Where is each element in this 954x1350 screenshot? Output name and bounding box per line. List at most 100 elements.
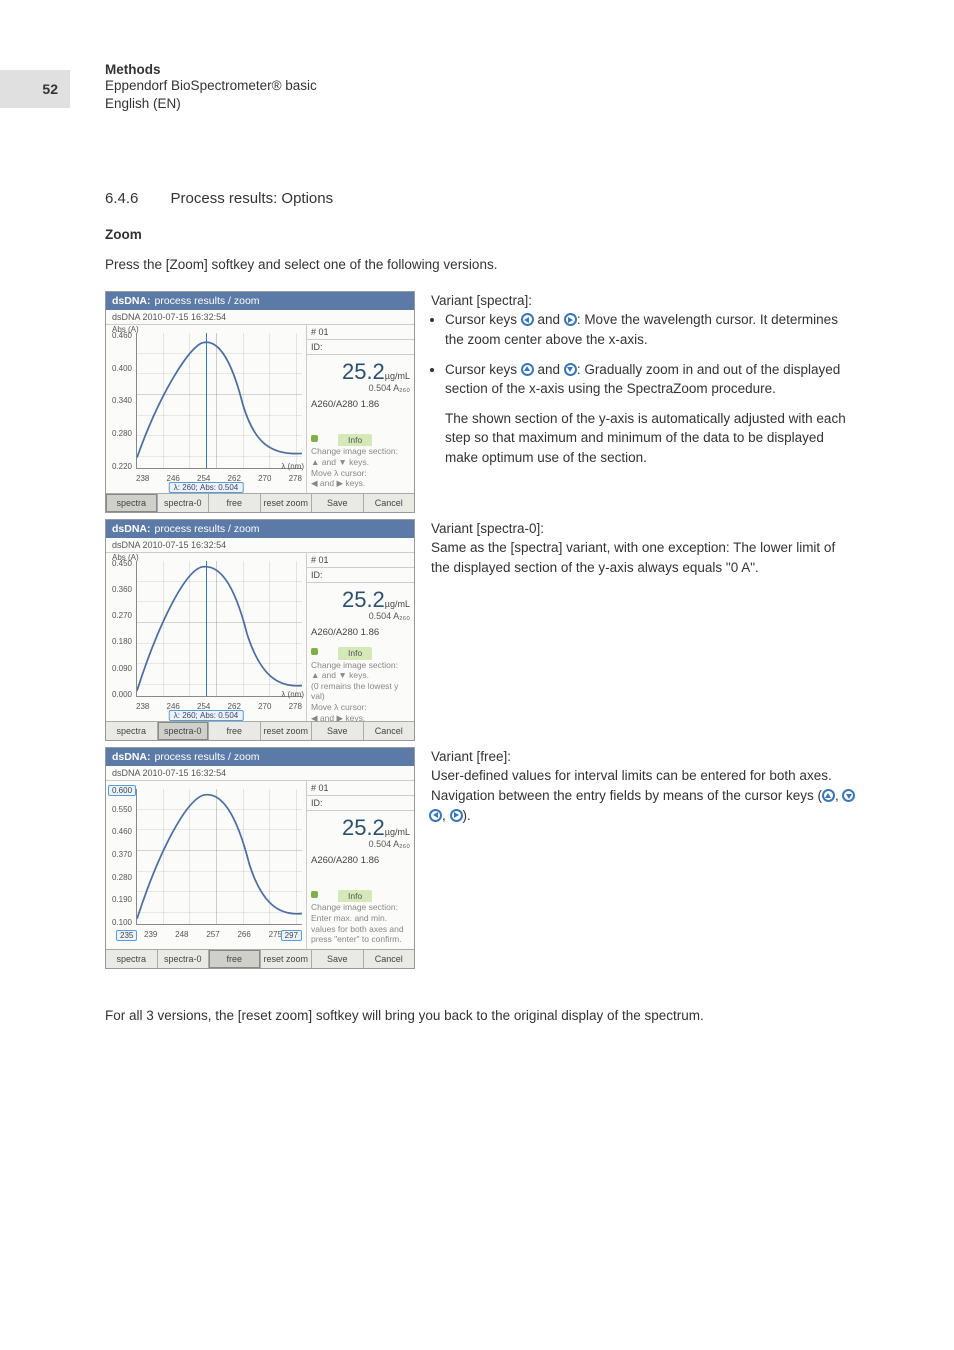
down-arrow-icon: [564, 363, 577, 376]
plot-area: [136, 333, 302, 469]
softkey-bar: spectra spectra-0 free reset zoom Save C…: [106, 721, 414, 740]
softkey-reset-zoom[interactable]: reset zoom: [261, 950, 313, 968]
info-box: Info Change image section: ▲ and ▼ keys.…: [307, 644, 414, 727]
screenshot-spectra: dsDNA: process results / zoom dsDNA 2010…: [105, 291, 415, 513]
softkey-reset-zoom[interactable]: reset zoom: [261, 722, 313, 740]
section-number: 6.4.6: [105, 190, 138, 207]
softkey-spectra-0[interactable]: spectra-0: [158, 722, 210, 740]
result-unit: µg/mL: [385, 371, 410, 381]
bullet-ud-para2: The shown section of the y-axis is autom…: [445, 411, 846, 465]
text-free: Variant [free]: User-defined values for …: [431, 747, 857, 969]
ratio-value: A260/A280 1.86: [307, 393, 414, 416]
variant-free-title: Variant [free]:: [431, 747, 857, 767]
variant-spectra0-title: Variant [spectra-0]:: [431, 519, 857, 539]
spectrum-curve: [137, 567, 302, 691]
x-axis-unit: λ (nm): [281, 462, 304, 471]
header-device: Eppendorf BioSpectrometer® basic: [105, 77, 317, 95]
spectrum-curve: [137, 795, 302, 919]
variant-spectra0-body: Same as the [spectra] variant, with one …: [431, 538, 857, 577]
softkey-bar: spectra spectra-0 free reset zoom Save C…: [106, 949, 414, 968]
softkey-cancel[interactable]: Cancel: [364, 950, 415, 968]
y-axis-ticks: 0.550 0.460 0.370 0.280 0.190 0.100: [106, 799, 134, 927]
info-box: Info Change image section: ▲ and ▼ keys.…: [307, 431, 414, 493]
zoom-subheading: Zoom: [105, 227, 857, 242]
plot-area: [136, 561, 302, 697]
up-arrow-icon: [822, 789, 835, 802]
result-sub: 0.504 A₂₆₀: [311, 383, 410, 393]
softkey-free[interactable]: free: [209, 950, 261, 968]
softkey-spectra[interactable]: spectra: [106, 950, 158, 968]
left-arrow-icon: [429, 809, 442, 822]
side-panel: # 01 ID: 25.2µg/mL 0.504 A₂₆₀ A260/A280 …: [306, 781, 414, 949]
bullet-lr: Cursor keys and : Move the wavelength cu…: [445, 310, 857, 349]
screenshot-free: dsDNA: process results / zoom dsDNA 2010…: [105, 747, 415, 969]
side-panel: # 01 ID: 25.2µg/mL 0.504 A₂₆₀ A260/A280 …: [306, 553, 414, 721]
softkey-spectra-0[interactable]: spectra-0: [158, 494, 210, 512]
softkey-save[interactable]: Save: [312, 494, 364, 512]
variant-free-body2: Navigation between the entry fields by m…: [431, 786, 857, 825]
side-panel: # 01 ID: 25.2µg/mL 0.504 A₂₆₀ A260/A280 …: [306, 325, 414, 493]
header-section: Methods: [105, 62, 317, 77]
chart-area: Abs (A) 0.460 0.400 0.340 0.280 0.220: [106, 325, 306, 493]
softkey-cancel[interactable]: Cancel: [364, 722, 415, 740]
sample-number: # 01: [307, 325, 414, 340]
entry-xmax[interactable]: 297: [281, 930, 302, 941]
softkey-cancel[interactable]: Cancel: [364, 494, 415, 512]
intro-paragraph: Press the [Zoom] softkey and select one …: [105, 256, 857, 275]
softkey-save[interactable]: Save: [312, 722, 364, 740]
screenshot-titlebar: dsDNA: process results / zoom: [106, 520, 414, 538]
left-arrow-icon: [521, 313, 534, 326]
breadcrumb-label: dsDNA:: [112, 295, 151, 307]
entry-xmin[interactable]: 235: [116, 930, 137, 941]
plot-area: [136, 789, 302, 925]
up-arrow-icon: [521, 363, 534, 376]
softkey-spectra-0[interactable]: spectra-0: [158, 950, 210, 968]
info-box: Info Change image section: Enter max. an…: [307, 887, 414, 949]
right-arrow-icon: [564, 313, 577, 326]
softkey-free[interactable]: free: [209, 494, 261, 512]
softkey-bar: spectra spectra-0 free reset zoom Save C…: [106, 493, 414, 512]
lambda-badge: λ: 260; Abs: 0.504: [169, 482, 244, 493]
page-number-tab: 52: [0, 70, 70, 108]
screenshot-titlebar: dsDNA: process results / zoom: [106, 748, 414, 766]
id-label: ID:: [307, 340, 414, 355]
page-header: Methods Eppendorf BioSpectrometer® basic…: [105, 62, 317, 113]
row-spectra0: dsDNA: process results / zoom dsDNA 2010…: [105, 519, 857, 741]
section-title: Process results: Options: [171, 190, 334, 207]
row-spectra: dsDNA: process results / zoom dsDNA 2010…: [105, 291, 857, 513]
y-axis-ticks: 0.460 0.400 0.340 0.280 0.220: [106, 325, 134, 471]
row-free: dsDNA: process results / zoom dsDNA 2010…: [105, 747, 857, 969]
main-result: 25.2µg/mL 0.504 A₂₆₀: [307, 355, 414, 393]
y-axis-ticks: 0.450 0.360 0.270 0.180 0.090 0.000: [106, 553, 134, 699]
chart-area: Abs (A) 0.450 0.360 0.270 0.180 0.090 0.…: [106, 553, 306, 721]
screenshot-timestamp: dsDNA 2010-07-15 16:32:54: [106, 310, 414, 325]
main-result: 25.2µg/mL 0.504 A₂₆₀: [307, 583, 414, 621]
bullet-ud: Cursor keys and : Gradually zoom in and …: [445, 360, 857, 468]
softkey-reset-zoom[interactable]: reset zoom: [261, 494, 313, 512]
section-heading: 6.4.6 Process results: Options: [105, 190, 857, 207]
softkey-save[interactable]: Save: [312, 950, 364, 968]
header-lang: English (EN): [105, 95, 317, 113]
info-tab: Info: [338, 434, 372, 447]
variant-free-body1: User-defined values for interval limits …: [431, 766, 857, 786]
down-arrow-icon: [842, 789, 855, 802]
main-result: 25.2µg/mL 0.504 A₂₆₀: [307, 811, 414, 849]
screenshot-spectra0: dsDNA: process results / zoom dsDNA 2010…: [105, 519, 415, 741]
screenshot-titlebar: dsDNA: process results / zoom: [106, 292, 414, 310]
page-number: 52: [42, 81, 58, 97]
chart-area: 0.600 0.550 0.460 0.370 0.280 0.190 0.10…: [106, 781, 306, 949]
variant-spectra-title: Variant [spectra]:: [431, 291, 857, 311]
breadcrumb-path: process results / zoom: [155, 295, 260, 307]
main-content: 6.4.6 Process results: Options Zoom Pres…: [105, 190, 857, 975]
softkey-spectra[interactable]: spectra: [106, 494, 158, 512]
softkey-free[interactable]: free: [209, 722, 261, 740]
footer-paragraph: For all 3 versions, the [reset zoom] sof…: [105, 1008, 857, 1023]
spectrum-curve: [137, 342, 302, 457]
right-arrow-icon: [450, 809, 463, 822]
text-spectra: Variant [spectra]: Cursor keys and : Mov…: [431, 291, 857, 513]
lambda-badge: λ: 260; Abs: 0.504: [169, 710, 244, 721]
entry-ytop[interactable]: 0.600: [108, 785, 136, 796]
result-value: 25.2: [342, 359, 385, 384]
text-spectra0: Variant [spectra-0]: Same as the [spectr…: [431, 519, 857, 741]
softkey-spectra[interactable]: spectra: [106, 722, 158, 740]
